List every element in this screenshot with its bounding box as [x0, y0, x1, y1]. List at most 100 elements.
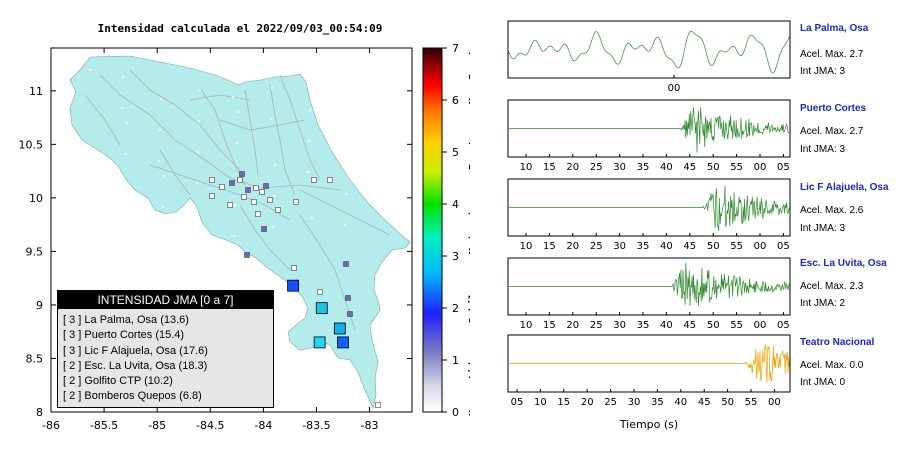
- town-dot: [197, 119, 201, 123]
- station-dot: [255, 211, 261, 217]
- time-tick-label: 35: [637, 162, 650, 173]
- station-dot: [317, 289, 323, 295]
- time-tick-label: 05: [511, 397, 524, 408]
- time-tick-label: 00: [768, 397, 781, 408]
- time-tick-label: 20: [581, 397, 594, 408]
- town-dot: [160, 236, 164, 240]
- time-tick-label: 15: [543, 241, 556, 252]
- town-dot: [307, 139, 311, 143]
- int-jma: Int JMA: 3: [800, 223, 846, 234]
- station-dots: [88, 68, 381, 408]
- time-tick-label: 25: [590, 241, 603, 252]
- town-dot: [347, 99, 351, 103]
- time-tick-label: 35: [651, 397, 664, 408]
- town-dot: [306, 170, 310, 174]
- time-tick-label: 15: [543, 320, 556, 331]
- town-dot: [233, 203, 237, 207]
- town-dot: [234, 172, 238, 176]
- station-dot: [241, 194, 247, 200]
- costa-rica-land: [69, 55, 411, 409]
- time-tick-label: 25: [604, 397, 617, 408]
- intensity-legend: INTENSIDAD JMA [0 a 7] [ 3 ] La Palma, O…: [57, 290, 274, 408]
- colorbar-tick-label: 0: [452, 406, 459, 419]
- waveform-panel: 10 15 20 25 30 35 40 45 50 55 00 05: [507, 178, 791, 252]
- colorbar-tick-label: 7: [452, 42, 459, 55]
- town-dot: [162, 174, 166, 178]
- waveform-panel: 10 15 20 25 30 35 40 45 50 55 00 05: [507, 257, 791, 331]
- time-tick-label: 45: [698, 397, 711, 408]
- time-tick-label: 10: [534, 397, 547, 408]
- intensity-marker: [313, 336, 326, 349]
- waveform-panel: 10 15 20 25 30 35 40 45 50 55 00 05: [507, 99, 791, 173]
- road: [129, 69, 241, 171]
- station-dot: [219, 184, 225, 190]
- road: [299, 214, 356, 331]
- lat-tick-label: 9.5: [26, 245, 44, 258]
- station-dot: [244, 252, 250, 258]
- intensity-marker: [315, 302, 328, 315]
- station-dot: [311, 177, 317, 183]
- time-tick-label: 45: [683, 320, 696, 331]
- town-dot: [343, 223, 347, 227]
- lon-tick-label: -84.5: [196, 419, 224, 432]
- waveform-trace: [507, 30, 791, 74]
- town-dot: [196, 150, 200, 154]
- town-dot: [344, 192, 348, 196]
- time-tick-label: 10: [520, 320, 533, 331]
- station-dot: [267, 197, 273, 203]
- town-dot: [161, 205, 165, 209]
- colorbar-label: No sentido: [467, 356, 470, 416]
- time-tick-label: 25: [590, 320, 603, 331]
- town-dot: [231, 95, 235, 99]
- time-tick-label: 55: [745, 397, 758, 408]
- road: [279, 74, 321, 181]
- lon-tick-label: -85: [148, 419, 166, 432]
- town-dot: [270, 86, 274, 90]
- accel-max: Acel. Max. 2.7: [800, 49, 864, 60]
- road: [239, 204, 291, 271]
- time-tick-label: 20: [566, 320, 579, 331]
- station-dot: [227, 202, 233, 208]
- waveform-trace: [508, 107, 790, 153]
- time-tick-label: 30: [628, 397, 641, 408]
- time-tick-label: 00: [754, 241, 767, 252]
- intensity-marker: [287, 279, 299, 292]
- town-dot: [346, 130, 350, 134]
- road: [299, 189, 391, 236]
- station-name: Lic F Alajuela, Osa: [800, 182, 889, 193]
- town-dot: [309, 77, 313, 81]
- lat-tick-label: 10.5: [19, 138, 44, 151]
- lon-tick-label: -83.5: [302, 419, 330, 432]
- colorbar-tick-label: 2: [452, 302, 459, 315]
- accel-max: Acel. Max. 2.7: [800, 126, 864, 137]
- lon-tick-label: -83: [361, 419, 379, 432]
- station-dot: [239, 171, 245, 177]
- town-dot: [194, 212, 198, 216]
- town-dot: [235, 141, 239, 145]
- town-dot: [272, 194, 276, 198]
- time-tick-label: 50: [707, 320, 720, 331]
- town-dot: [198, 88, 202, 92]
- station-dot: [293, 199, 299, 205]
- time-tick-label: 30: [613, 162, 626, 173]
- accel-max: Acel. Max. 2.6: [800, 205, 864, 216]
- lon-tick-label: -86: [42, 419, 60, 432]
- time-tick-label: 35: [637, 241, 650, 252]
- waveform-trace: [508, 344, 790, 383]
- station-name: Teatro Nacional: [800, 337, 875, 348]
- station-dot: [209, 177, 215, 183]
- station-name: Puerto Cortes: [800, 103, 867, 114]
- station-dot: [375, 402, 381, 408]
- time-tick-label: 05: [777, 241, 790, 252]
- waveform-panel: 00: [507, 20, 791, 94]
- station-dot: [327, 177, 333, 183]
- colorbar-tick-label: 4: [452, 198, 459, 211]
- town-dot: [121, 75, 125, 79]
- time-tick-label: 20: [566, 241, 579, 252]
- town-dot: [159, 97, 163, 101]
- lat-tick-label: 11: [29, 85, 43, 98]
- time-tick-label: 40: [674, 397, 687, 408]
- station-dot: [347, 311, 353, 317]
- intensity-marker: [337, 336, 349, 349]
- int-jma: Int JMA: 0: [800, 377, 846, 388]
